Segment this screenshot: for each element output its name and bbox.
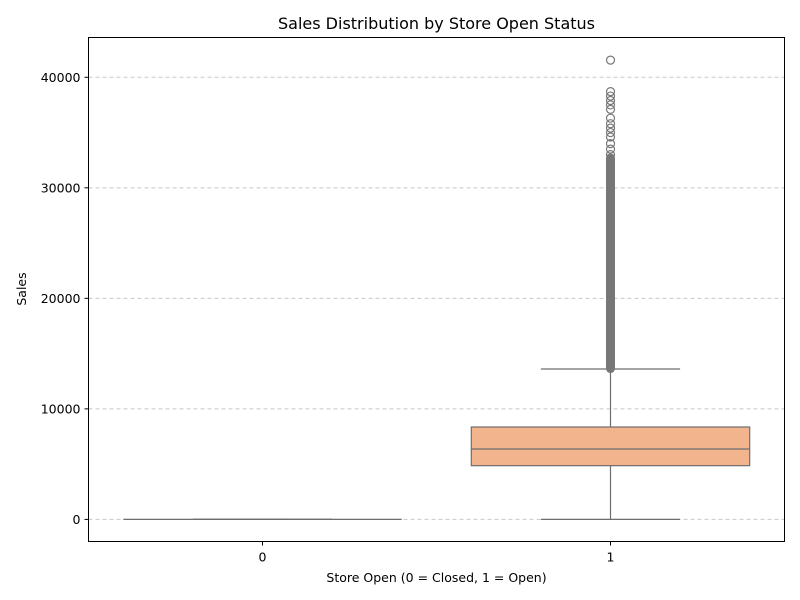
- iqr-box: [470, 426, 751, 467]
- y-tick-label: 30000: [41, 180, 81, 195]
- y-axis: 0 10000 20000 30000 40000: [41, 70, 89, 527]
- outlier-point: [605, 119, 616, 129]
- outlier-point: [605, 123, 616, 133]
- plot-area-frame: [88, 37, 785, 542]
- x-tick-label: 1: [607, 550, 615, 565]
- outlier-point: [605, 87, 616, 97]
- boxplots: [123, 55, 751, 520]
- boxplot-1: [470, 55, 751, 520]
- outlier-dense-band: [606, 153, 615, 374]
- y-tick-label: 20000: [41, 291, 81, 306]
- x-tick-label: 0: [259, 550, 267, 565]
- outlier-point: [605, 113, 616, 123]
- outlier-point: [605, 91, 616, 101]
- outlier-point: [605, 104, 616, 114]
- outlier-point: [605, 150, 616, 160]
- y-axis-label: Sales: [14, 272, 29, 305]
- outlier-point: [605, 55, 616, 65]
- y-tick-label: 0: [73, 512, 81, 527]
- y-tick-label: 10000: [41, 401, 81, 416]
- outlier-point: [605, 139, 616, 149]
- x-axis-label: Store Open (0 = Closed, 1 = Open): [326, 570, 546, 585]
- outlier-point: [605, 100, 616, 110]
- outlier-point: [605, 144, 616, 154]
- outlier-point: [605, 127, 616, 138]
- chart-title: Sales Distribution by Store Open Status: [278, 14, 595, 33]
- outlier-point: [605, 95, 616, 106]
- outlier-point: [605, 132, 616, 142]
- y-tick-label: 40000: [41, 70, 81, 85]
